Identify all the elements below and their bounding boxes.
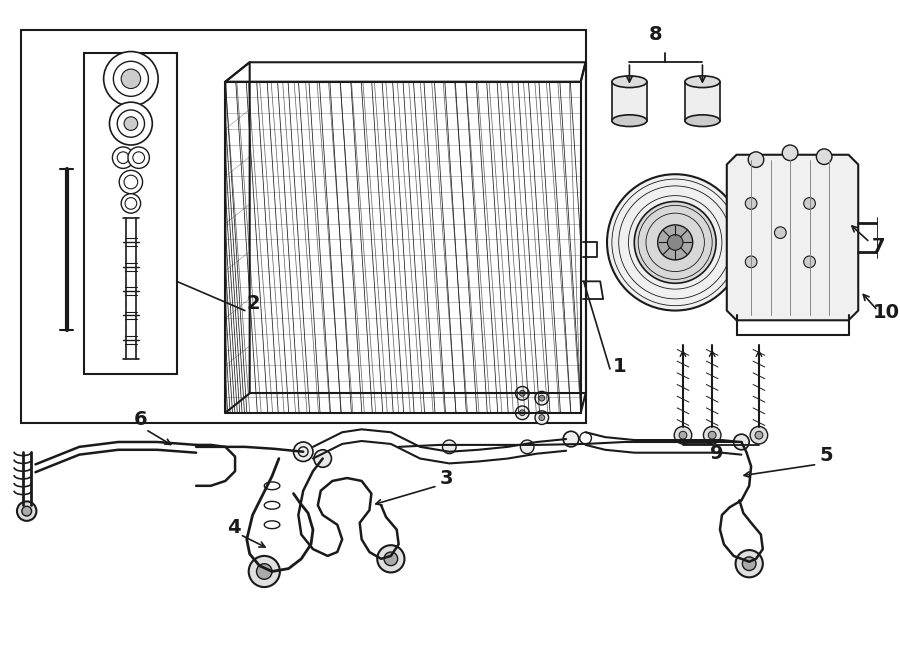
Circle shape: [563, 431, 579, 447]
Bar: [85, 52, 176, 374]
Circle shape: [775, 227, 787, 239]
Circle shape: [742, 557, 756, 570]
Text: 6: 6: [134, 410, 148, 430]
Circle shape: [704, 426, 721, 444]
Text: 10: 10: [873, 303, 900, 323]
Ellipse shape: [685, 76, 720, 87]
Circle shape: [248, 556, 280, 587]
Circle shape: [22, 506, 32, 516]
Circle shape: [745, 198, 757, 210]
Circle shape: [443, 440, 456, 453]
Text: 1: 1: [613, 357, 626, 376]
Circle shape: [133, 152, 145, 163]
Circle shape: [516, 387, 529, 400]
Circle shape: [256, 564, 272, 579]
Bar: [685, 82, 720, 121]
Circle shape: [668, 235, 683, 250]
Bar: [612, 82, 647, 121]
Circle shape: [745, 256, 757, 268]
Bar: [21, 30, 586, 422]
Circle shape: [314, 449, 331, 467]
Circle shape: [519, 410, 526, 416]
Circle shape: [751, 426, 768, 444]
Circle shape: [804, 198, 815, 210]
Ellipse shape: [612, 76, 647, 87]
Ellipse shape: [685, 115, 720, 126]
Circle shape: [816, 149, 832, 165]
Circle shape: [539, 395, 544, 401]
Circle shape: [112, 147, 134, 169]
Circle shape: [519, 391, 526, 396]
Circle shape: [782, 145, 798, 161]
Circle shape: [680, 431, 687, 439]
Circle shape: [734, 434, 749, 449]
Circle shape: [535, 411, 549, 424]
Circle shape: [377, 545, 404, 572]
Circle shape: [110, 102, 152, 145]
Polygon shape: [727, 155, 859, 321]
Text: 5: 5: [819, 446, 832, 465]
Text: 7: 7: [872, 237, 886, 256]
Circle shape: [117, 152, 129, 163]
Circle shape: [539, 414, 544, 420]
Circle shape: [124, 117, 138, 130]
Circle shape: [17, 502, 36, 521]
Text: 8: 8: [649, 25, 662, 44]
Text: 4: 4: [228, 518, 241, 537]
Text: 9: 9: [710, 444, 724, 463]
Circle shape: [674, 426, 692, 444]
Circle shape: [125, 198, 137, 210]
Circle shape: [735, 550, 763, 577]
Circle shape: [708, 431, 716, 439]
Circle shape: [113, 61, 148, 97]
Circle shape: [520, 440, 534, 453]
Circle shape: [535, 391, 549, 405]
Circle shape: [104, 52, 158, 106]
Circle shape: [658, 225, 693, 260]
Circle shape: [293, 442, 313, 461]
Circle shape: [804, 256, 815, 268]
Circle shape: [122, 194, 140, 213]
Circle shape: [119, 171, 142, 194]
Circle shape: [117, 110, 145, 137]
Circle shape: [122, 69, 140, 89]
Circle shape: [607, 175, 743, 311]
Circle shape: [124, 175, 138, 189]
Circle shape: [634, 202, 716, 284]
Circle shape: [516, 406, 529, 420]
Ellipse shape: [612, 115, 647, 126]
Text: 3: 3: [439, 469, 453, 488]
Circle shape: [755, 431, 763, 439]
Circle shape: [748, 152, 764, 167]
Text: 2: 2: [247, 293, 260, 313]
Circle shape: [384, 552, 398, 566]
Circle shape: [128, 147, 149, 169]
